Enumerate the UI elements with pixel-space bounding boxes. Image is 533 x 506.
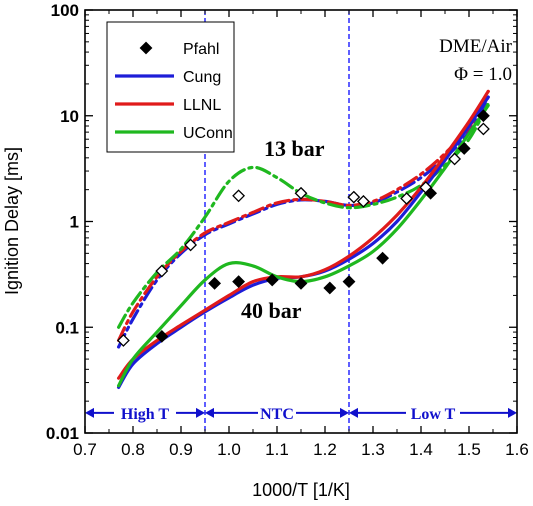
x-tick-label: 0.9 bbox=[169, 440, 193, 459]
data-point-40bar bbox=[265, 273, 279, 287]
legend-label: UConn bbox=[183, 125, 233, 142]
x-tick-label: 1.0 bbox=[217, 440, 241, 459]
y-tick-label: 0.1 bbox=[55, 318, 79, 337]
y-tick-label: 1 bbox=[70, 213, 79, 232]
data-point-40bar bbox=[294, 276, 308, 290]
region-arrow-head-left bbox=[205, 407, 214, 418]
region-label: Low T bbox=[411, 406, 456, 423]
region-arrow-head-right bbox=[508, 407, 517, 418]
legend-box bbox=[106, 21, 235, 153]
series-line-llnl-40bar bbox=[117, 89, 490, 380]
x-tick-label: 1.1 bbox=[265, 440, 289, 459]
data-point-13bar bbox=[155, 264, 169, 278]
data-point-13bar bbox=[356, 194, 370, 208]
data-point-13bar bbox=[476, 122, 490, 136]
x-tick-label: 1.6 bbox=[505, 440, 529, 459]
data-point-40bar bbox=[208, 276, 222, 290]
pressure-40bar-label: 40 bar bbox=[241, 298, 302, 323]
region-arrow-head-left bbox=[85, 407, 94, 418]
data-point-13bar bbox=[116, 334, 130, 347]
x-tick-label: 1.5 bbox=[457, 440, 481, 459]
data-point-40bar bbox=[323, 281, 337, 295]
region-label: NTC bbox=[260, 406, 294, 423]
pressure-13bar-label: 13 bar bbox=[264, 136, 325, 161]
x-tick-label: 1.2 bbox=[313, 440, 337, 459]
x-tick-label: 1.4 bbox=[409, 440, 433, 459]
legend-marker bbox=[139, 41, 153, 55]
legend-label: LLNL bbox=[183, 97, 221, 114]
data-point-13bar bbox=[294, 186, 308, 200]
region-arrow-head-right bbox=[196, 407, 205, 418]
legend-label: Pfahl bbox=[183, 41, 219, 58]
data-point-13bar bbox=[347, 190, 361, 204]
data-point-13bar bbox=[184, 238, 198, 252]
data-point-13bar bbox=[232, 189, 246, 203]
region-label-background bbox=[406, 401, 460, 424]
data-point-13bar bbox=[400, 192, 414, 205]
y-tick-label: 10 bbox=[60, 107, 79, 126]
data-point-40bar bbox=[376, 251, 390, 265]
region-arrow-head-left bbox=[349, 407, 358, 418]
y-tick-label: 100 bbox=[51, 1, 79, 20]
x-tick-label: 0.8 bbox=[121, 440, 145, 459]
data-point-40bar bbox=[457, 142, 471, 155]
x-tick-label: 0.7 bbox=[73, 440, 97, 459]
x-tick-label: 1.3 bbox=[361, 440, 385, 459]
data-point-40bar bbox=[424, 186, 438, 200]
region-label-background bbox=[258, 401, 296, 424]
x-axis-label: 1000/T [1/K] bbox=[252, 480, 350, 500]
region-label: High T bbox=[121, 406, 170, 423]
data-point-40bar bbox=[476, 109, 490, 123]
data-point-40bar bbox=[232, 275, 246, 289]
legend: Pfahl Cung LLNL UConn bbox=[106, 21, 235, 153]
data-point-13bar bbox=[448, 152, 462, 166]
y-tick-label: 0.01 bbox=[46, 424, 79, 443]
y-axis-label: Ignition Delay [ms] bbox=[2, 147, 22, 295]
region-label-background bbox=[114, 401, 176, 424]
data-point-40bar bbox=[342, 275, 356, 289]
legend-label: Cung bbox=[183, 69, 221, 86]
mixture-label: DME/Air bbox=[439, 36, 513, 57]
series-line-uconn-13bar bbox=[117, 102, 490, 329]
region-arrow-head-right bbox=[340, 407, 349, 418]
data-point-40bar bbox=[155, 329, 169, 343]
phi-label: Φ = 1.0 bbox=[454, 64, 512, 85]
